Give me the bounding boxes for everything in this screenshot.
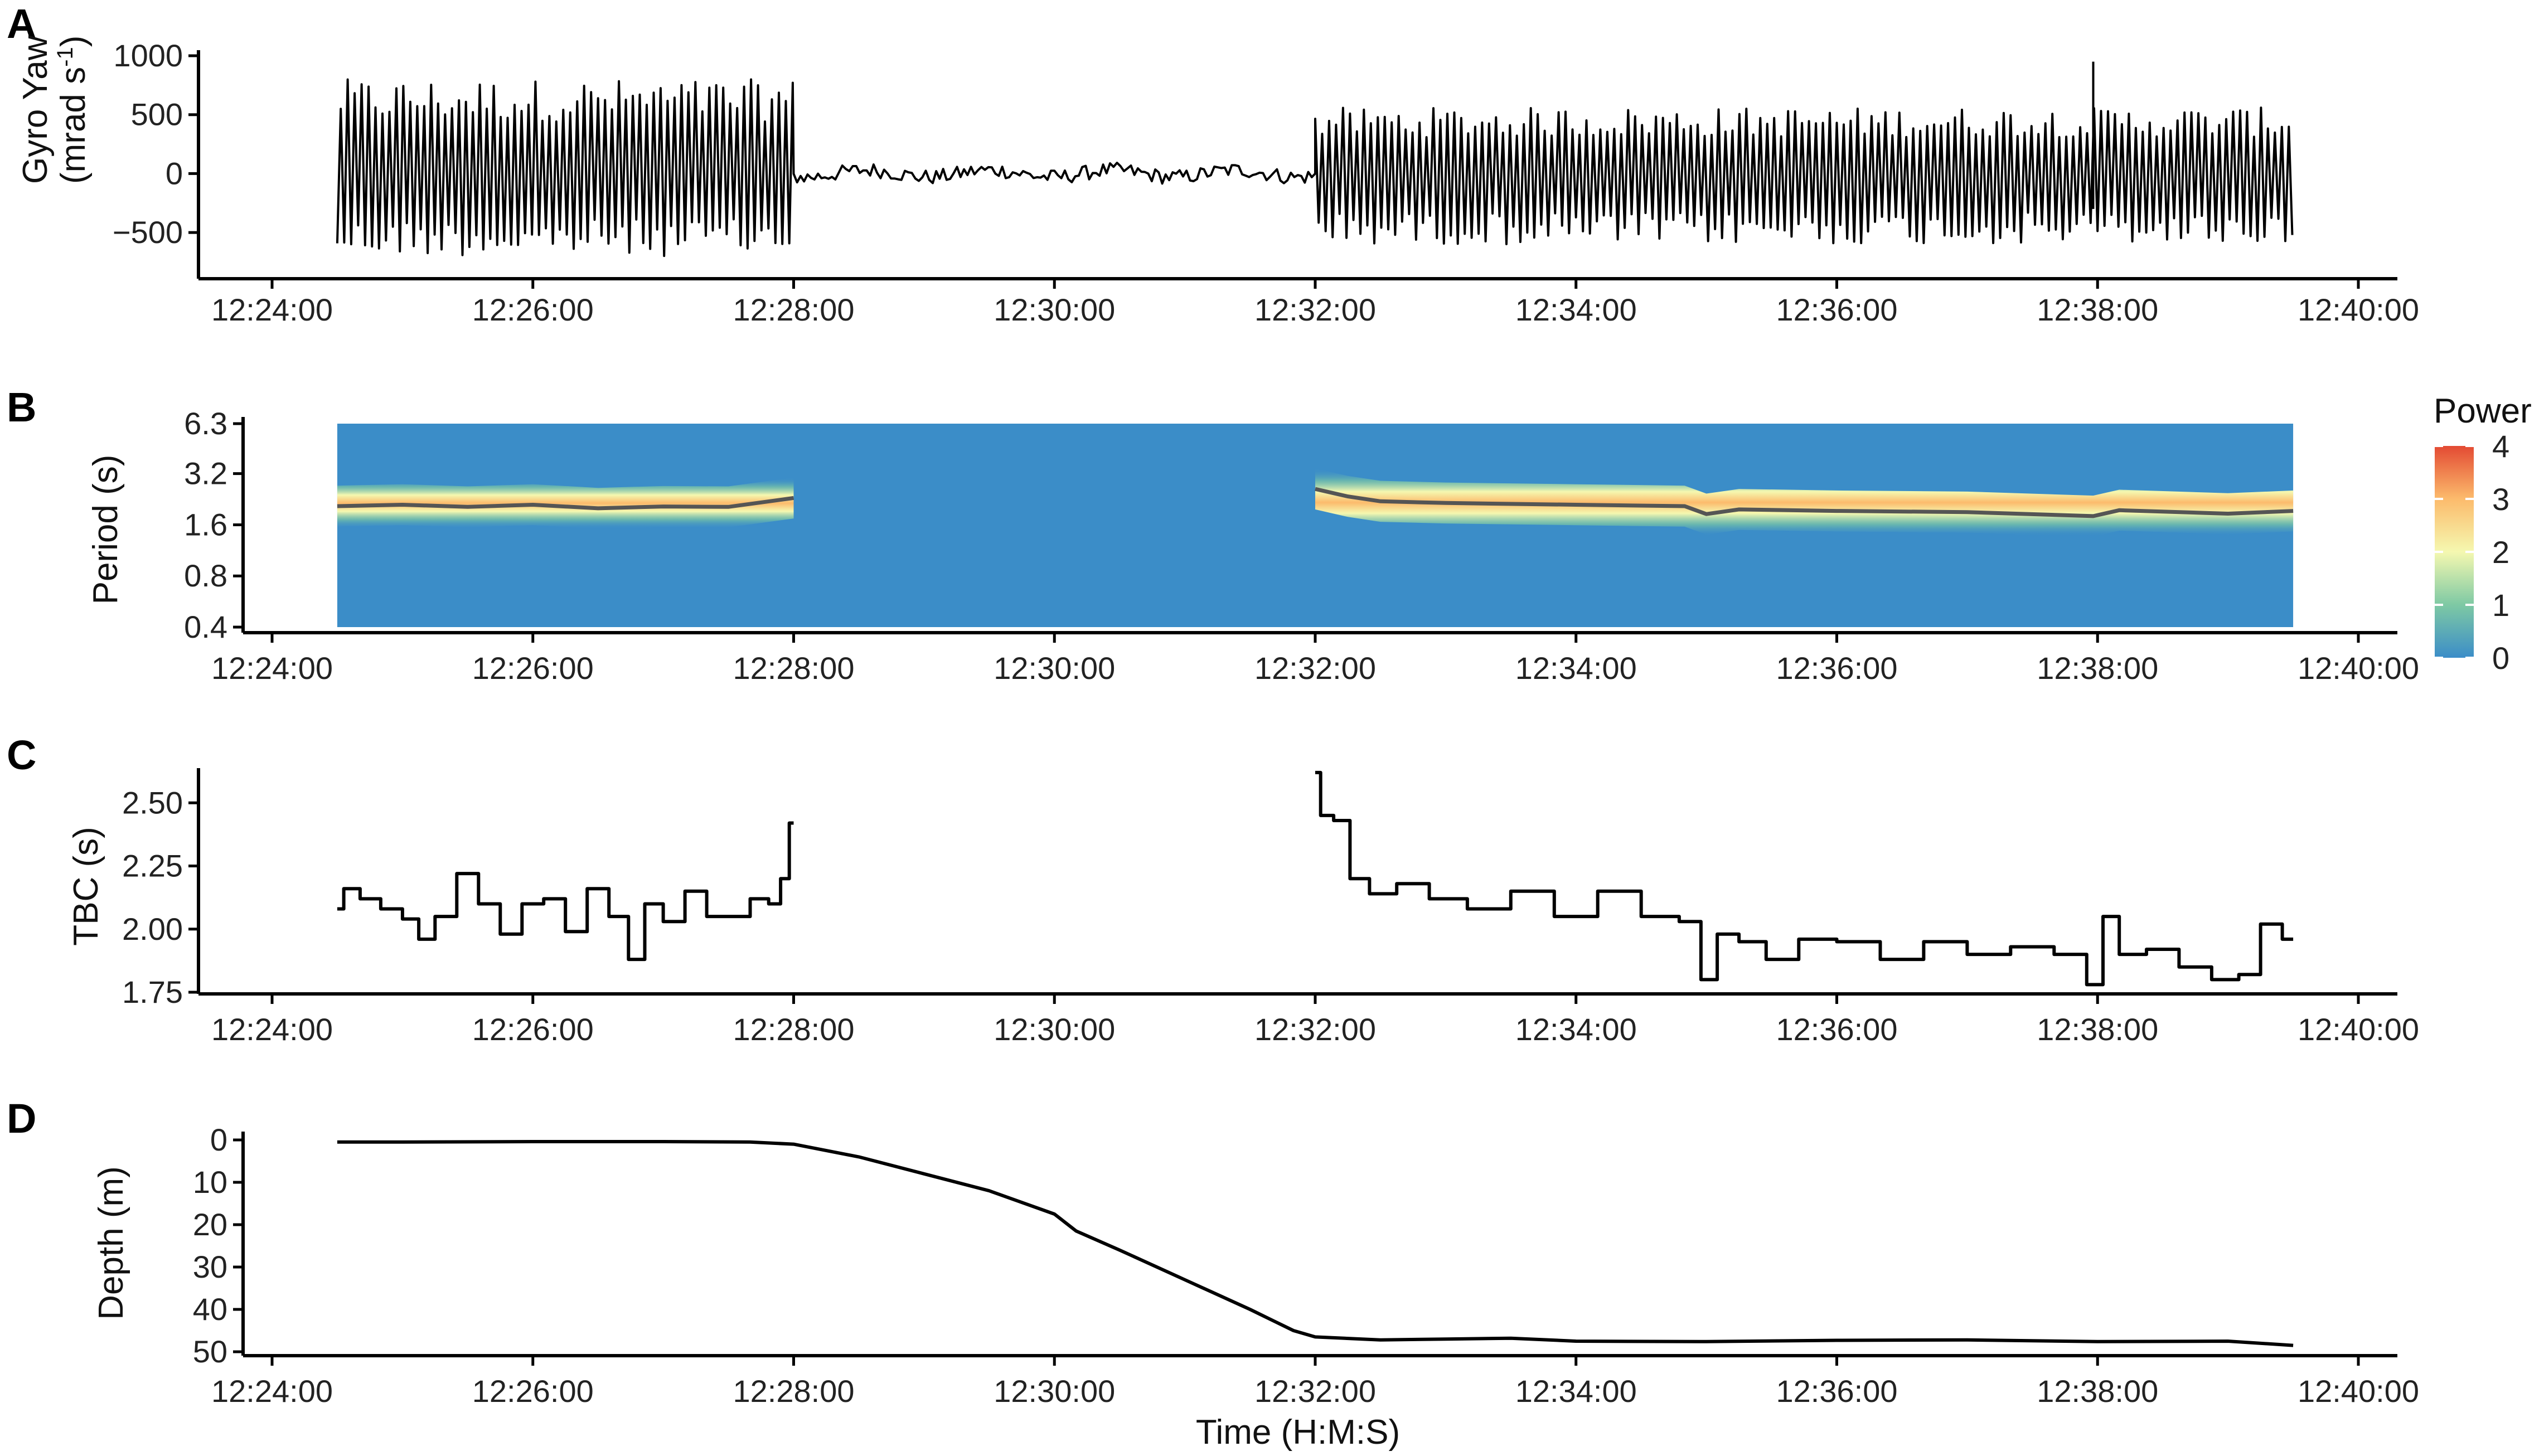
legend-tick-label: 0 <box>2492 640 2509 676</box>
y-tick-label: 0 <box>166 156 183 191</box>
y-tick-label: 500 <box>131 97 183 132</box>
legend-tick-label: 1 <box>2492 588 2509 623</box>
panel-a-ylabel-close: ) <box>54 36 93 47</box>
panel-c-ylabel: TBC (s) <box>67 827 105 946</box>
panel-a-gyro-yaw: Gyro Yaw (mrad s-1) 1000 500 0 −500 12:24:0… <box>16 26 2419 327</box>
ridge-line <box>1315 487 2294 518</box>
y-tick-label: 1000 <box>113 38 183 73</box>
x-tick-label: 12:28:00 <box>733 292 855 327</box>
x-tick-label: 12:32:00 <box>1254 651 1376 686</box>
panel-letter-a: A <box>7 1 36 47</box>
x-tick-label: 12:40:00 <box>2298 1012 2419 1047</box>
panel-a-signal-line <box>336 61 2294 258</box>
tbc-line <box>337 821 794 962</box>
x-axis-title: Time (H:M:S) <box>1196 1413 1400 1452</box>
x-tick-label: 12:24:00 <box>211 1012 333 1047</box>
power-legend: Power 4 3 2 1 0 <box>2434 392 2532 676</box>
power-band <box>1315 468 2294 537</box>
x-tick-label: 12:26:00 <box>472 1012 594 1047</box>
y-tick-label: 0.4 <box>184 609 227 644</box>
power-legend-title: Power <box>2434 392 2532 430</box>
tbc-line <box>1315 770 2294 987</box>
panel-c-tbc: TBC (s) 2.50 2.25 2.00 1.75 12:24:00 12:26:0… <box>67 768 2419 1047</box>
x-tick-label: 12:34:00 <box>1515 651 1637 686</box>
panel-a-ylabel-main: Gyro Yaw <box>16 35 55 184</box>
legend-tick-label: 2 <box>2492 535 2509 570</box>
y-tick-label: 40 <box>193 1292 227 1327</box>
x-tick-label: 12:32:00 <box>1254 1374 1376 1409</box>
y-tick-label: 1.75 <box>122 974 183 1010</box>
x-tick-label: 12:30:00 <box>994 1012 1115 1047</box>
y-tick-label: 20 <box>193 1207 227 1242</box>
y-tick-label: 10 <box>193 1164 227 1200</box>
legend-tick-label: 3 <box>2492 482 2509 517</box>
x-tick-label: 12:32:00 <box>1254 1012 1376 1047</box>
x-tick-label: 12:36:00 <box>1776 292 1898 327</box>
x-tick-label: 12:32:00 <box>1254 292 1376 327</box>
x-tick-label: 12:30:00 <box>994 1374 1115 1409</box>
power-band <box>337 477 794 529</box>
ridge-line <box>337 496 794 511</box>
x-tick-label: 12:36:00 <box>1776 651 1898 686</box>
y-tick-label: 6.3 <box>184 406 227 441</box>
x-tick-label: 12:26:00 <box>472 651 594 686</box>
panel-b-ylabel: Period (s) <box>86 455 125 605</box>
panel-d-ylabel: Depth (m) <box>92 1166 130 1320</box>
x-tick-label: 12:38:00 <box>2037 651 2158 686</box>
x-tick-label: 12:30:00 <box>994 292 1115 327</box>
y-tick-label: 2.25 <box>122 848 183 884</box>
y-tick-label: 50 <box>193 1334 227 1369</box>
x-tick-label: 12:34:00 <box>1515 1374 1637 1409</box>
x-tick-label: 12:40:00 <box>2298 1374 2419 1409</box>
x-tick-label: 12:36:00 <box>1776 1012 1898 1047</box>
y-tick-label: 3.2 <box>184 456 227 491</box>
panel-letter-b: B <box>7 384 36 430</box>
x-tick-label: 12:40:00 <box>2298 651 2419 686</box>
panel-d-depth: Depth (m) 0 10 20 30 40 50 12:24:00 12:26:00 12… <box>92 1122 2419 1452</box>
y-tick-label: 2.00 <box>122 911 183 947</box>
x-tick-label: 12:40:00 <box>2298 292 2419 327</box>
x-tick-label: 12:24:00 <box>211 1374 333 1409</box>
x-tick-label: 12:38:00 <box>2037 1012 2158 1047</box>
y-tick-label: 1.6 <box>184 507 227 542</box>
x-tick-label: 12:38:00 <box>2037 292 2158 327</box>
x-tick-label: 12:26:00 <box>472 292 594 327</box>
panel-a-ylabel-sup: -1 <box>53 47 77 67</box>
legend-tick-label: 4 <box>2492 429 2509 464</box>
panel-letter-c: C <box>7 732 36 778</box>
panel-a-ylabel: Gyro Yaw (mrad s-1) <box>16 26 93 184</box>
depth-line <box>337 1140 2294 1347</box>
y-tick-label: 2.50 <box>122 785 183 820</box>
panel-letter-d: D <box>7 1095 36 1142</box>
x-tick-label: 12:24:00 <box>211 292 333 327</box>
y-tick-label: 0.8 <box>184 558 227 593</box>
x-tick-label: 12:28:00 <box>733 651 855 686</box>
x-tick-label: 12:34:00 <box>1515 1012 1637 1047</box>
x-tick-label: 12:26:00 <box>472 1374 594 1409</box>
y-tick-label: −500 <box>113 215 183 250</box>
y-tick-label: 0 <box>210 1122 227 1157</box>
y-tick-label: 30 <box>193 1249 227 1284</box>
x-tick-label: 12:28:00 <box>733 1012 855 1047</box>
x-tick-label: 12:38:00 <box>2037 1374 2158 1409</box>
x-tick-label: 12:34:00 <box>1515 292 1637 327</box>
x-tick-label: 12:24:00 <box>211 651 333 686</box>
panel-a-ylabel-unit: (mrad s <box>54 67 93 184</box>
panel-b-wavelet: Period (s) 6.3 3.2 1.6 0.8 0.4 12:24:00 12:26… <box>86 392 2532 686</box>
x-tick-label: 12:28:00 <box>733 1374 855 1409</box>
x-tick-label: 12:36:00 <box>1776 1374 1898 1409</box>
x-tick-label: 12:30:00 <box>994 651 1115 686</box>
